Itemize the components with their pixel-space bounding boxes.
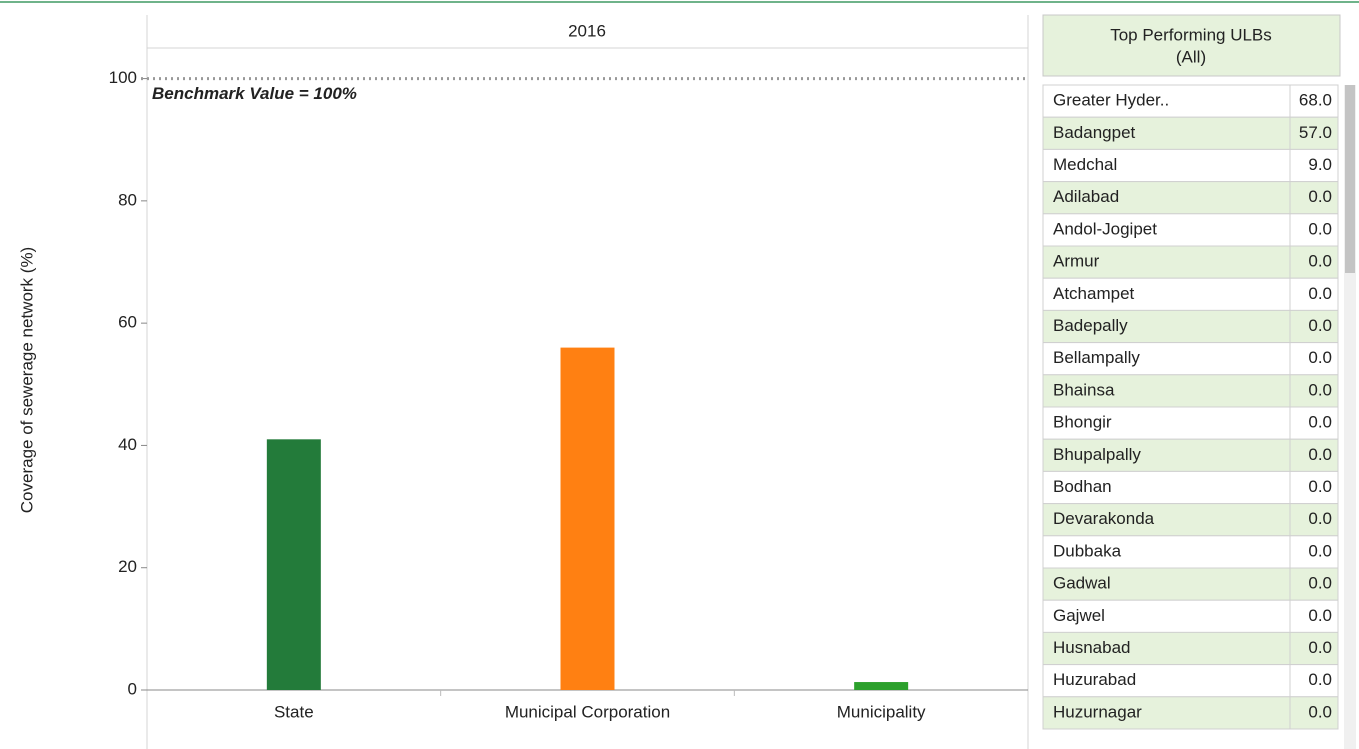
- ulb-value: 0.0: [1308, 348, 1332, 367]
- bar: [266, 439, 321, 690]
- ulb-value: 9.0: [1308, 155, 1332, 174]
- table-row: [1042, 696, 1339, 730]
- ulb-value: 0.0: [1308, 477, 1332, 496]
- table-row: [1042, 567, 1339, 601]
- ulb-value: 0.0: [1308, 413, 1332, 432]
- ulb-value: 0.0: [1308, 187, 1332, 206]
- table-row: [1042, 148, 1339, 183]
- ulb-value: 0.0: [1308, 638, 1332, 657]
- ulb-name: Husnabad: [1053, 638, 1131, 657]
- ulb-name: Medchal: [1053, 155, 1117, 174]
- ulb-name: Dubbaka: [1053, 541, 1122, 560]
- table-header: [1042, 14, 1341, 77]
- benchmark-label: Benchmark Value = 100%: [152, 84, 357, 103]
- ulb-value: 0.0: [1308, 702, 1332, 721]
- ulb-value: 0.0: [1308, 284, 1332, 303]
- table-row: [1042, 503, 1339, 537]
- ulb-value: 0.0: [1308, 574, 1332, 593]
- x-tick-label: Municipal Corporation: [505, 702, 670, 721]
- ulb-name: Bhongir: [1053, 413, 1112, 432]
- ulb-value: 0.0: [1308, 606, 1332, 625]
- ulb-value: 0.0: [1308, 445, 1332, 464]
- ulb-value: 57.0: [1299, 123, 1332, 142]
- table-row: [1042, 631, 1339, 666]
- ulb-name: Bellampally: [1053, 348, 1140, 367]
- table-row: [1042, 277, 1339, 311]
- table-subtitle: (All): [1176, 47, 1206, 66]
- ulb-value: 0.0: [1308, 541, 1332, 560]
- ulb-name: Andol-Jogipet: [1053, 219, 1157, 238]
- table-row: [1042, 535, 1339, 569]
- x-tick-label: State: [274, 702, 314, 721]
- x-tick-label: Municipality: [837, 702, 926, 721]
- ulb-value: 0.0: [1308, 219, 1332, 238]
- ulb-name: Atchampet: [1053, 284, 1135, 303]
- table-row: [1042, 309, 1339, 344]
- ulb-name: Armur: [1053, 252, 1100, 271]
- ulb-value: 0.0: [1308, 252, 1332, 271]
- y-tick-label: 60: [118, 313, 137, 332]
- ulb-name: Bodhan: [1053, 477, 1112, 496]
- bar: [854, 682, 909, 690]
- ulb-name: Adilabad: [1053, 187, 1119, 206]
- ulb-value: 0.0: [1308, 380, 1332, 399]
- ulb-value: 0.0: [1308, 316, 1332, 335]
- table-row: [1042, 438, 1339, 472]
- bar: [560, 347, 615, 690]
- y-tick-label: 100: [109, 68, 137, 87]
- ulb-value: 68.0: [1299, 91, 1332, 110]
- ulb-name: Badepally: [1053, 316, 1128, 335]
- ulb-name: Huzurnagar: [1053, 702, 1142, 721]
- ulb-name: Gajwel: [1053, 606, 1105, 625]
- ulb-name: Greater Hyder..: [1053, 91, 1169, 110]
- table-row: [1042, 470, 1339, 505]
- scrollbar-thumb[interactable]: [1345, 85, 1355, 273]
- y-tick-label: 40: [118, 435, 137, 454]
- y-tick-label: 20: [118, 557, 137, 576]
- table-row: [1042, 181, 1339, 215]
- table-row: [1042, 374, 1339, 408]
- ulb-name: Huzurabad: [1053, 670, 1136, 689]
- y-tick-label: 80: [118, 190, 137, 209]
- y-axis-label: Coverage of sewerage network (%): [17, 247, 36, 513]
- table-row: [1042, 213, 1339, 247]
- ulb-name: Gadwal: [1053, 574, 1111, 593]
- table-row: [1042, 84, 1339, 118]
- ulb-name: Bhainsa: [1053, 380, 1115, 399]
- ulb-value: 0.0: [1308, 670, 1332, 689]
- column-header: 2016: [568, 21, 606, 40]
- ulb-name: Badangpet: [1053, 123, 1136, 142]
- y-tick-label: 0: [128, 679, 137, 698]
- ulb-name: Devarakonda: [1053, 509, 1155, 528]
- table-title: Top Performing ULBs: [1110, 25, 1272, 44]
- ulb-value: 0.0: [1308, 509, 1332, 528]
- table-row: [1042, 342, 1339, 376]
- ulb-name: Bhupalpally: [1053, 445, 1141, 464]
